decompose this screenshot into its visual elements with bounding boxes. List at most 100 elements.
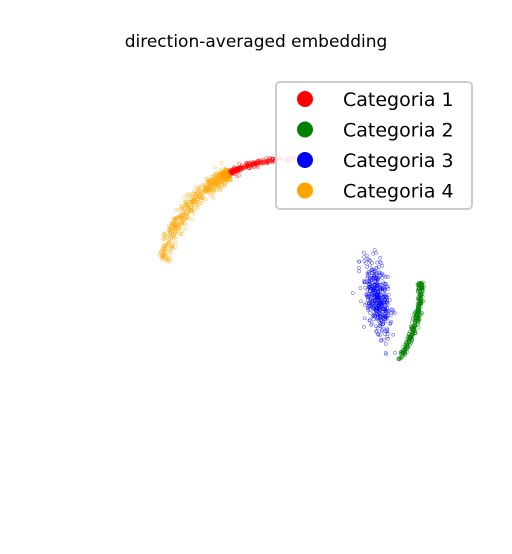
data-point bbox=[170, 229, 175, 233]
data-point bbox=[195, 190, 200, 194]
data-point bbox=[191, 211, 196, 216]
data-point bbox=[378, 271, 382, 276]
data-point bbox=[366, 308, 371, 312]
data-point bbox=[413, 321, 418, 326]
data-point bbox=[382, 300, 387, 305]
data-point bbox=[177, 215, 182, 220]
data-point bbox=[213, 181, 218, 186]
data-point bbox=[222, 178, 227, 183]
data-point bbox=[204, 177, 209, 181]
data-point bbox=[376, 332, 381, 337]
data-point bbox=[368, 285, 373, 290]
data-point bbox=[170, 241, 175, 245]
data-point bbox=[368, 289, 373, 294]
data-point bbox=[196, 194, 201, 198]
data-point bbox=[419, 310, 424, 315]
data-point bbox=[208, 191, 212, 196]
data-point bbox=[357, 269, 361, 274]
data-point bbox=[203, 197, 208, 202]
data-point bbox=[382, 337, 387, 342]
data-point bbox=[411, 324, 415, 328]
data-point bbox=[418, 290, 423, 294]
data-point bbox=[166, 242, 171, 247]
data-point bbox=[370, 285, 375, 289]
data-point bbox=[173, 240, 178, 245]
data-point bbox=[385, 331, 390, 336]
data-point bbox=[163, 252, 168, 257]
data-point bbox=[205, 189, 210, 194]
data-point bbox=[365, 280, 370, 285]
data-point bbox=[182, 195, 186, 200]
data-point bbox=[419, 313, 424, 317]
data-point bbox=[371, 288, 376, 292]
data-point bbox=[221, 170, 225, 174]
data-point bbox=[366, 298, 370, 302]
data-point bbox=[389, 310, 393, 315]
data-point bbox=[207, 179, 212, 184]
data-point bbox=[374, 329, 379, 334]
data-point bbox=[255, 162, 260, 167]
data-point bbox=[159, 253, 164, 258]
data-point bbox=[185, 216, 190, 220]
data-point bbox=[388, 322, 392, 326]
data-point bbox=[230, 168, 235, 173]
data-point bbox=[244, 160, 249, 165]
data-point bbox=[264, 159, 269, 164]
data-point bbox=[373, 277, 378, 282]
data-point bbox=[370, 305, 375, 310]
data-point bbox=[417, 314, 422, 318]
data-point bbox=[377, 323, 382, 328]
data-point bbox=[160, 244, 165, 249]
data-point bbox=[173, 235, 178, 240]
data-point bbox=[378, 282, 383, 287]
data-point bbox=[416, 304, 420, 309]
data-point bbox=[376, 316, 380, 320]
data-point bbox=[362, 250, 366, 255]
data-point bbox=[375, 317, 379, 322]
data-point bbox=[191, 203, 196, 207]
data-point bbox=[199, 195, 204, 200]
data-point bbox=[164, 247, 168, 252]
data-point bbox=[219, 160, 224, 165]
chart-title: direction-averaged embedding bbox=[125, 32, 388, 52]
data-point bbox=[168, 229, 173, 234]
data-point bbox=[168, 246, 173, 251]
data-point bbox=[175, 223, 180, 227]
data-point bbox=[173, 216, 178, 221]
data-point bbox=[157, 252, 162, 257]
data-point bbox=[218, 168, 223, 172]
data-point bbox=[397, 356, 402, 361]
data-point bbox=[417, 301, 422, 306]
data-point bbox=[415, 321, 420, 326]
data-point bbox=[367, 275, 372, 280]
data-point bbox=[190, 217, 195, 222]
data-point bbox=[212, 183, 217, 188]
data-point bbox=[183, 202, 188, 207]
data-point bbox=[385, 328, 389, 332]
data-point bbox=[366, 272, 371, 276]
data-point bbox=[186, 211, 191, 216]
data-point bbox=[204, 187, 209, 191]
legend-marker-2 bbox=[297, 121, 313, 138]
data-point bbox=[379, 337, 384, 342]
data-point bbox=[178, 213, 182, 218]
data-point bbox=[190, 203, 195, 208]
data-point bbox=[385, 313, 390, 318]
data-point bbox=[176, 216, 181, 221]
data-point bbox=[368, 302, 373, 307]
data-point bbox=[198, 194, 203, 199]
data-point bbox=[416, 325, 421, 330]
data-point bbox=[367, 280, 372, 284]
data-point bbox=[370, 267, 375, 271]
data-point bbox=[215, 175, 220, 180]
data-point bbox=[192, 199, 196, 203]
data-point bbox=[381, 314, 385, 319]
data-point bbox=[379, 319, 384, 323]
data-point bbox=[379, 314, 384, 319]
data-point bbox=[247, 165, 251, 170]
data-point bbox=[162, 237, 166, 241]
data-point bbox=[416, 319, 420, 323]
data-point bbox=[374, 283, 379, 288]
legend-label-3: Categoria 3 bbox=[343, 150, 454, 172]
data-point bbox=[367, 318, 372, 323]
